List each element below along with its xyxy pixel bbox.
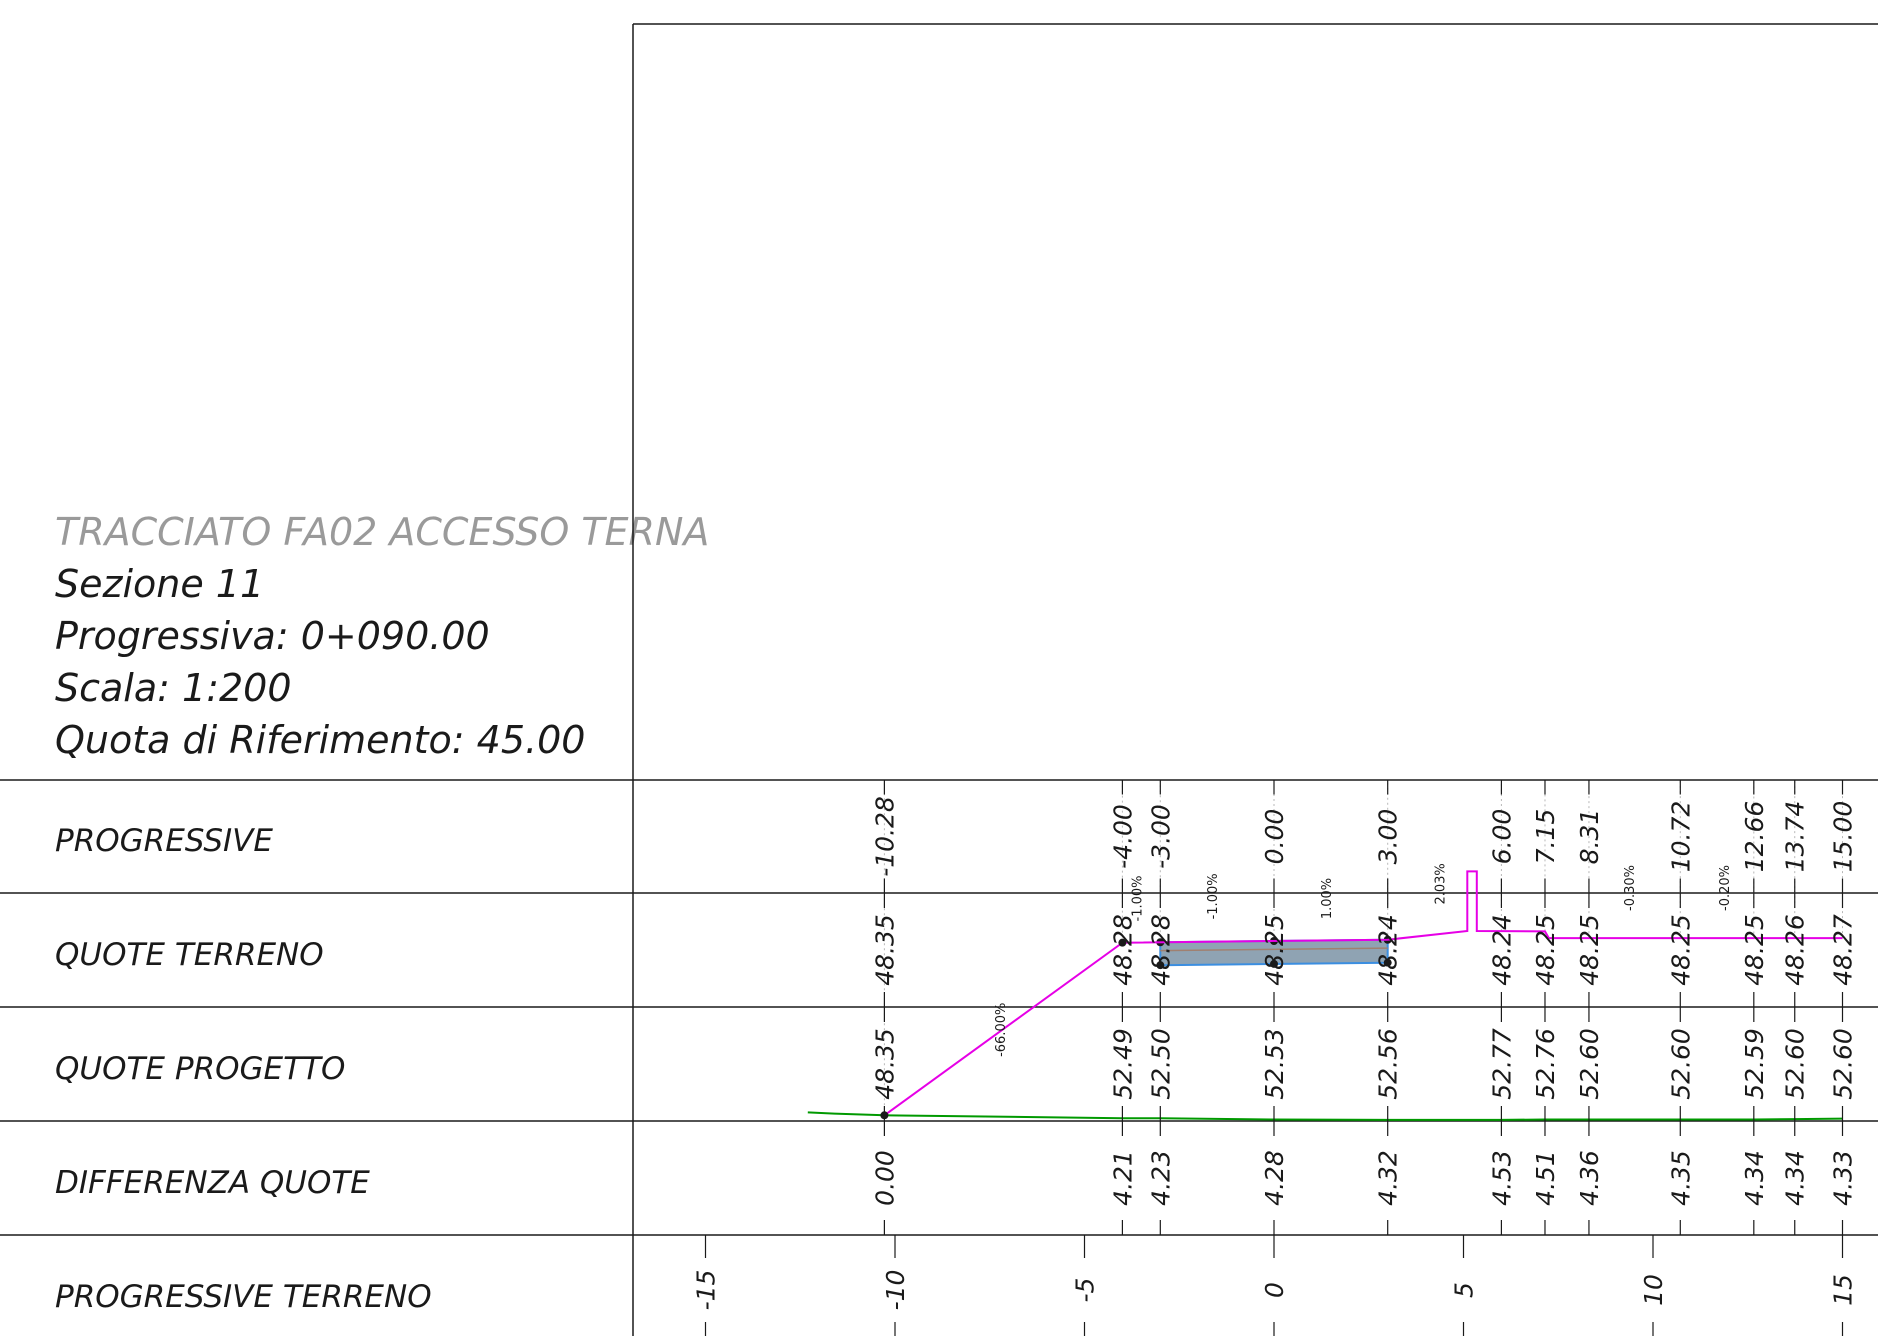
row-label-design-elevation: QUOTE PROGETTO xyxy=(55,1051,345,1087)
pavement-node-bottom xyxy=(1383,958,1392,967)
ground-tick-label: 5 xyxy=(1450,1282,1479,1298)
elevation-difference-value: 4.28 xyxy=(1260,1150,1289,1206)
data-table-grid xyxy=(0,779,1878,1236)
design-elevation-value: 52.76 xyxy=(1531,1028,1560,1100)
ground-elevation-value: 48.24 xyxy=(1487,914,1516,986)
ground-tick-label: -5 xyxy=(1071,1278,1100,1303)
ground-elevation-value: 48.28 xyxy=(1108,914,1137,986)
elevation-difference-value: 4.23 xyxy=(1146,1150,1175,1206)
pavement-layer-line xyxy=(1160,947,1388,952)
section-progressive: Progressiva: 0+090.00 xyxy=(55,614,490,658)
ground-progressive-ticks: -15 -10 -5 0 5 10 15 xyxy=(692,1235,1858,1336)
slope-labels: -66.00% -1.00% -1.00% 1.00% 2.03% -0.30% -0.20… xyxy=(994,863,1733,1057)
progressive-value: 10.72 xyxy=(1666,801,1695,873)
progressive-value: 13.74 xyxy=(1781,801,1810,873)
row-label-elevation-difference: DIFFERENZA QUOTE xyxy=(55,1165,370,1201)
design-elevation-value: 52.60 xyxy=(1666,1028,1695,1100)
slope-label: -66.00% xyxy=(994,1003,1009,1057)
design-elevation-value: 52.59 xyxy=(1740,1028,1769,1100)
slope-label: 1.00% xyxy=(1320,878,1335,919)
section-number: Sezione 11 xyxy=(55,562,264,606)
elevation-difference-value: 4.33 xyxy=(1829,1150,1858,1206)
progressive-value: 6.00 xyxy=(1487,809,1516,865)
ground-tick-label: 10 xyxy=(1639,1274,1668,1306)
progressive-value: 3.00 xyxy=(1374,809,1403,865)
pavement-node-bottom xyxy=(1156,961,1165,970)
slope-label: -0.20% xyxy=(1718,865,1733,911)
slope-label: -1.00% xyxy=(1206,873,1221,919)
ground-elevation-value: 48.27 xyxy=(1829,914,1858,986)
ground-elevation-value: 48.28 xyxy=(1146,914,1175,986)
progressive-value: 0.00 xyxy=(1260,809,1289,865)
design-elevation-value: 52.53 xyxy=(1260,1028,1289,1100)
progressive-value: -10.28 xyxy=(870,796,899,877)
table-row-labels: PROGRESSIVE QUOTE TERRENO QUOTE PROGETTO… xyxy=(55,823,432,1315)
design-elevation-value: 52.60 xyxy=(1575,1028,1604,1100)
alignment-title: TRACCIATO FA02 ACCESSO TERNA xyxy=(55,510,709,554)
progressive-value: -4.00 xyxy=(1108,804,1137,869)
drawing-frame xyxy=(632,23,1878,1336)
elevation-difference-value: 4.36 xyxy=(1575,1150,1604,1206)
section-scale: Scala: 1:200 xyxy=(55,666,292,710)
section-info-block: TRACCIATO FA02 ACCESSO TERNA Sezione 11 … xyxy=(55,510,709,762)
elevation-difference-value: 4.32 xyxy=(1374,1150,1403,1206)
table-values: -10.28 -4.00 -3.00 0.00 3.00 6.00 7.15 8.31 10.7… xyxy=(870,780,1858,1235)
ground-tick-label: 0 xyxy=(1260,1282,1289,1298)
ground-elevation-value: 48.25 xyxy=(1260,914,1289,986)
slope-label: -0.30% xyxy=(1623,865,1638,911)
progressive-value: 7.15 xyxy=(1531,809,1560,865)
ground-elevation-value: 48.24 xyxy=(1374,914,1403,986)
design-elevation-value: 52.60 xyxy=(1829,1028,1858,1100)
ground-line xyxy=(807,1111,1843,1121)
progressive-value: 12.66 xyxy=(1740,801,1769,873)
ground-tick-label: 15 xyxy=(1829,1274,1858,1306)
progressive-value: 15.00 xyxy=(1829,801,1858,873)
row-label-progressive: PROGRESSIVE xyxy=(55,823,273,859)
elevation-difference-value: 4.34 xyxy=(1740,1150,1769,1206)
ground-elevation-value: 48.35 xyxy=(870,914,899,986)
elevation-difference-value: 0.00 xyxy=(870,1150,899,1206)
design-elevation-value: 52.60 xyxy=(1781,1028,1810,1100)
design-elevation-value: 48.35 xyxy=(870,1028,899,1100)
design-elevation-value: 52.77 xyxy=(1487,1028,1516,1100)
design-elevation-value: 52.49 xyxy=(1108,1028,1137,1100)
elevation-difference-value: 4.51 xyxy=(1531,1150,1560,1206)
design-elevation-value: 52.56 xyxy=(1374,1028,1403,1100)
ground-tick-label: -15 xyxy=(692,1270,721,1311)
progressive-value: 8.31 xyxy=(1575,809,1604,865)
ground-elevation-value: 48.26 xyxy=(1781,914,1810,986)
pavement-node-bottom xyxy=(1270,959,1278,968)
slope-label: -1.00% xyxy=(1130,876,1145,922)
elevation-difference-value: 4.35 xyxy=(1666,1150,1695,1206)
reference-elevation: Quota di Riferimento: 45.00 xyxy=(55,718,585,762)
elevation-difference-value: 4.34 xyxy=(1781,1150,1810,1206)
row-label-ground-progressive: PROGRESSIVE TERRENO xyxy=(55,1279,432,1315)
progressive-value: -3.00 xyxy=(1146,804,1175,869)
ground-elevation-value: 48.25 xyxy=(1666,914,1695,986)
row-label-ground-elevation: QUOTE TERRENO xyxy=(55,937,324,973)
elevation-difference-value: 4.21 xyxy=(1108,1150,1137,1206)
crest-point xyxy=(1118,938,1127,947)
elevation-difference-value: 4.53 xyxy=(1487,1150,1516,1206)
ground-tick-label: -10 xyxy=(881,1270,910,1311)
design-elevation-value: 52.50 xyxy=(1146,1028,1175,1100)
ground-elevation-value: 48.25 xyxy=(1575,914,1604,986)
ground-elevation-value: 48.25 xyxy=(1531,914,1560,986)
design-line xyxy=(883,870,1843,1117)
ground-elevation-value: 48.25 xyxy=(1740,914,1769,986)
slope-label: 2.03% xyxy=(1434,863,1449,904)
